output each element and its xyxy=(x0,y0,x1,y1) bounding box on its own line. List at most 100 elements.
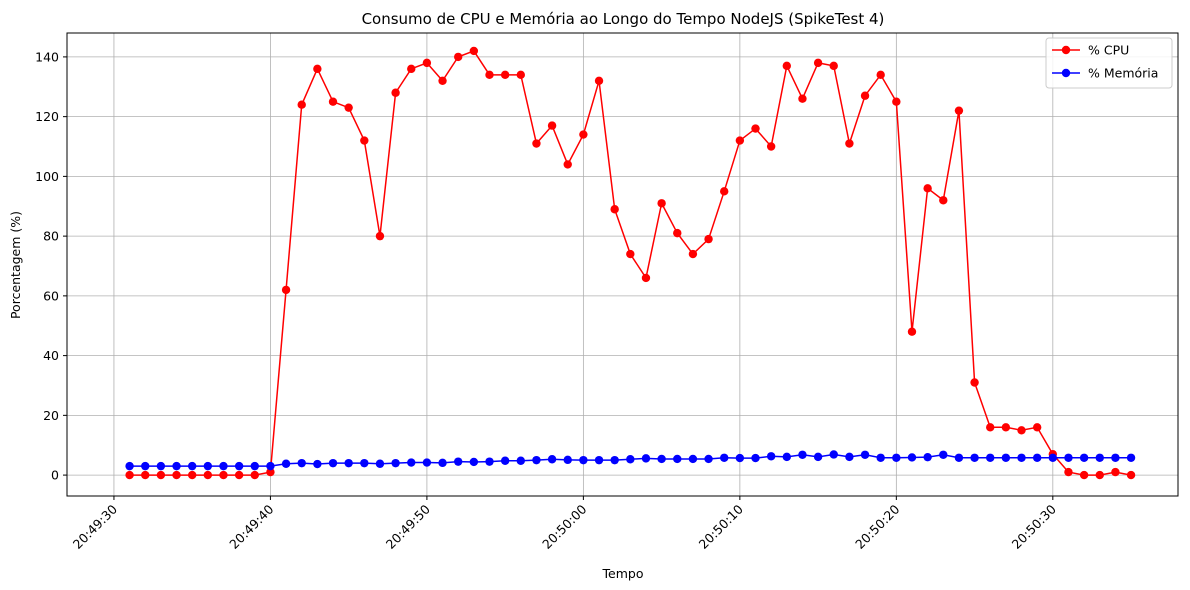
data-point xyxy=(375,459,385,468)
data-point xyxy=(829,61,838,71)
data-point xyxy=(876,70,885,80)
legend-marker xyxy=(1061,45,1071,55)
data-point xyxy=(172,461,181,471)
data-point xyxy=(907,327,917,336)
data-point xyxy=(281,459,291,468)
y-tick-label: 60 xyxy=(43,288,59,303)
data-point xyxy=(1095,470,1104,480)
legend-label: % Memória xyxy=(1088,66,1158,81)
data-point xyxy=(892,97,901,106)
data-point xyxy=(751,124,760,133)
data-point xyxy=(485,70,494,80)
data-point xyxy=(876,453,885,462)
y-tick-label: 140 xyxy=(35,49,59,64)
data-point xyxy=(187,470,197,480)
data-point xyxy=(735,136,745,145)
data-point xyxy=(720,453,729,462)
data-point xyxy=(469,46,479,56)
data-point xyxy=(125,470,134,480)
data-point xyxy=(986,453,995,462)
data-point xyxy=(1111,453,1120,462)
data-point xyxy=(798,450,807,459)
data-point xyxy=(782,452,792,462)
data-point xyxy=(297,100,306,109)
x-tick-label: 20:50:10 xyxy=(696,501,746,551)
y-axis-label: Porcentagem (%) xyxy=(8,211,23,319)
data-point xyxy=(626,455,635,464)
data-point xyxy=(657,199,666,208)
x-tick-label: 20:49:40 xyxy=(226,501,276,551)
data-point xyxy=(172,470,181,480)
data-point xyxy=(892,453,901,462)
data-point xyxy=(219,470,228,480)
data-point xyxy=(1064,467,1073,477)
data-point xyxy=(641,273,651,283)
data-point xyxy=(563,455,572,465)
data-point xyxy=(1079,470,1089,480)
series-line xyxy=(129,50,1132,476)
data-point xyxy=(328,97,338,106)
data-point xyxy=(234,470,244,480)
series-cpu xyxy=(125,46,1136,480)
y-tick-label: 40 xyxy=(43,348,59,363)
data-point xyxy=(391,88,400,97)
data-point xyxy=(641,454,651,463)
data-point xyxy=(500,70,510,80)
data-point xyxy=(829,450,838,459)
data-point xyxy=(407,64,416,74)
data-point xyxy=(203,461,213,471)
y-tick-label: 120 xyxy=(35,109,59,124)
series-layer xyxy=(125,46,1136,480)
data-point xyxy=(688,454,698,464)
data-point xyxy=(813,452,823,462)
data-point xyxy=(141,470,150,480)
data-point xyxy=(1111,467,1120,477)
data-point xyxy=(141,461,150,471)
data-point xyxy=(954,453,964,462)
data-point xyxy=(1001,453,1011,462)
data-point xyxy=(813,58,823,68)
data-point xyxy=(939,196,948,205)
data-point xyxy=(907,453,917,462)
grid xyxy=(67,33,1178,496)
data-point xyxy=(219,461,228,471)
data-point xyxy=(1126,470,1136,480)
data-point xyxy=(281,285,291,295)
data-point xyxy=(766,452,776,461)
data-point xyxy=(594,76,604,85)
data-point xyxy=(469,457,479,467)
legend-marker xyxy=(1061,68,1071,78)
x-axis: 20:49:30 20:49:40 20:49:50 20:50:00 20:50:10… xyxy=(70,496,1059,552)
data-point xyxy=(923,452,932,462)
data-point xyxy=(453,457,463,466)
data-point xyxy=(313,64,322,74)
data-point xyxy=(986,423,995,432)
data-point xyxy=(782,61,792,71)
data-point xyxy=(923,184,932,193)
x-tick-label: 20:49:30 xyxy=(70,501,120,551)
data-point xyxy=(720,187,729,196)
data-point xyxy=(1079,453,1089,462)
data-point xyxy=(187,461,197,471)
data-point xyxy=(563,160,572,169)
data-point xyxy=(266,467,275,477)
data-point xyxy=(845,139,854,148)
data-point xyxy=(516,70,525,80)
data-point xyxy=(594,455,604,465)
data-point xyxy=(125,461,134,471)
data-point xyxy=(532,139,541,148)
y-tick-label: 100 xyxy=(35,169,59,184)
y-tick-label: 80 xyxy=(43,229,59,244)
data-point xyxy=(673,228,682,238)
data-point xyxy=(328,458,338,468)
x-axis-label: Tempo xyxy=(602,566,644,581)
data-point xyxy=(500,456,510,465)
data-point xyxy=(391,458,400,468)
data-point xyxy=(438,458,447,468)
y-axis: 0 20 40 60 80 100 120 140 xyxy=(35,49,67,483)
series-memoria xyxy=(125,450,1136,471)
data-point xyxy=(860,91,870,100)
data-point xyxy=(234,461,244,471)
data-point xyxy=(1064,453,1073,462)
